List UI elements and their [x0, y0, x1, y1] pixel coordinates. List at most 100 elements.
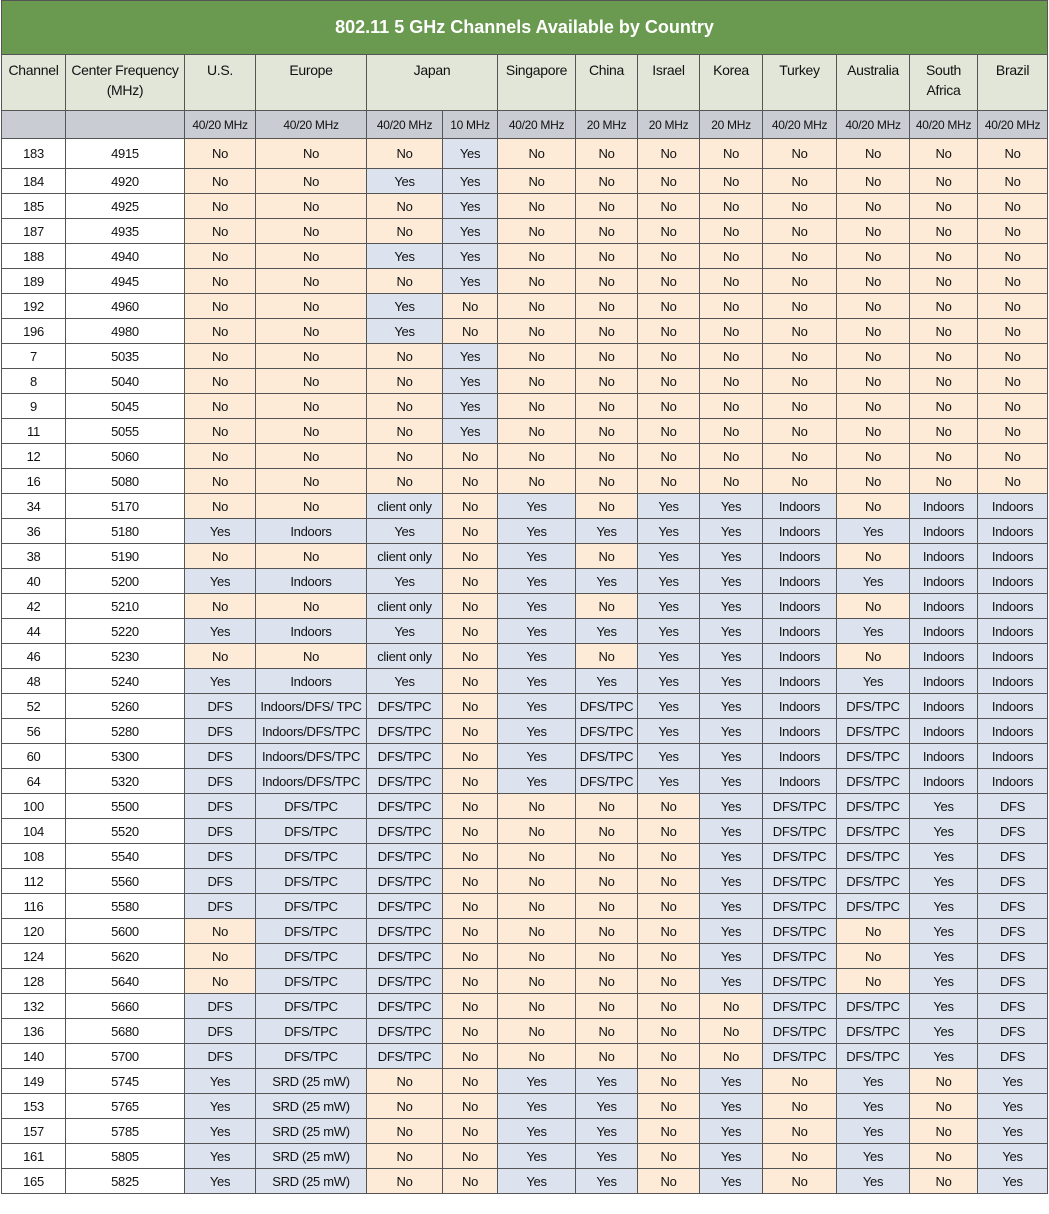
availability-cell: No [442, 843, 498, 869]
table-row: 100 5500 DFS DFS/TPC DFS/TPC No No No No Yes DFS/T… [1, 793, 1049, 819]
availability-cell: No [976, 193, 1049, 219]
availability-cell: No [255, 193, 367, 219]
availability-cell: No [637, 218, 700, 244]
availability-cell: Yes [699, 968, 763, 994]
availability-cell: No [637, 1093, 700, 1119]
availability-cell: No [836, 593, 910, 619]
availability-cell: No [976, 468, 1049, 494]
availability-cell: Yes [836, 1143, 910, 1169]
table-title: 802.11 5 GHz Channels Available by Count… [0, 0, 1049, 55]
availability-cell: No [976, 268, 1049, 294]
table-row: 140 5700 DFS DFS/TPC DFS/TPC No No No No No DFS/TP… [1, 1043, 1049, 1069]
frequency-cell: 5040 [65, 368, 185, 394]
availability-cell: Yes [836, 1118, 910, 1144]
availability-cell: No [637, 793, 700, 819]
availability-cell: No [836, 493, 910, 519]
availability-cell: Indoors/DFS/TPC [255, 743, 367, 769]
availability-cell: Yes [699, 868, 763, 894]
availability-cell: Yes [366, 568, 443, 594]
availability-cell: No [497, 443, 576, 469]
availability-cell: Yes [699, 768, 763, 794]
channel-cell: 116 [1, 893, 66, 919]
availability-cell: No [909, 1093, 978, 1119]
availability-cell: DFS/TPC [255, 968, 367, 994]
availability-cell: DFS/TPC [366, 918, 443, 944]
availability-cell: Yes [909, 793, 978, 819]
availability-cell: No [442, 918, 498, 944]
availability-cell: No [366, 138, 443, 169]
availability-cell: Yes [575, 1093, 638, 1119]
availability-cell: No [699, 318, 763, 344]
table-row: 9 5045 No No No Yes No No No No No No No No [1, 393, 1049, 419]
availability-cell: DFS/TPC [255, 793, 367, 819]
availability-cell: Yes [699, 718, 763, 744]
availability-cell: No [255, 243, 367, 269]
availability-cell: No [442, 543, 498, 569]
availability-cell: No [184, 138, 256, 169]
availability-cell: Yes [184, 1093, 256, 1119]
channel-cell: 44 [1, 618, 66, 644]
availability-cell: No [976, 418, 1049, 444]
availability-cell: Yes [909, 993, 978, 1019]
availability-cell: Yes [184, 1168, 256, 1194]
availability-cell: No [366, 1093, 443, 1119]
availability-cell: Yes [699, 943, 763, 969]
availability-cell: No [255, 493, 367, 519]
channel-cell: 11 [1, 418, 66, 444]
availability-cell: DFS [976, 793, 1049, 819]
availability-cell: DFS [976, 843, 1049, 869]
availability-cell: No [255, 318, 367, 344]
availability-cell: No [442, 668, 498, 694]
availability-cell: DFS [184, 993, 256, 1019]
table-row: 184 4920 No No Yes Yes No No No No No No No No [1, 168, 1049, 194]
availability-cell: Yes [184, 1118, 256, 1144]
availability-cell: DFS/TPC [366, 993, 443, 1019]
availability-cell: Yes [184, 518, 256, 544]
availability-cell: No [497, 343, 576, 369]
availability-cell: No [442, 593, 498, 619]
channel-cell: 183 [1, 138, 66, 169]
availability-cell: Yes [699, 818, 763, 844]
availability-cell: DFS [976, 1018, 1049, 1044]
frequency-cell: 5240 [65, 668, 185, 694]
availability-cell: Yes [442, 268, 498, 294]
frequency-cell: 5210 [65, 593, 185, 619]
availability-cell: Yes [836, 1068, 910, 1094]
availability-cell: No [699, 368, 763, 394]
availability-cell: No [762, 468, 837, 494]
availability-cell: Yes [497, 543, 576, 569]
availability-cell: No [255, 418, 367, 444]
availability-cell: DFS [184, 1043, 256, 1069]
table-row: 189 4945 No No No Yes No No No No No No No No [1, 268, 1049, 294]
table-row: 136 5680 DFS DFS/TPC DFS/TPC No No No No No DFS/TP… [1, 1018, 1049, 1044]
availability-cell: Yes [575, 568, 638, 594]
availability-cell: No [909, 193, 978, 219]
header-row: Channel Center Frequency (MHz) U.S. Europe J… [1, 54, 1049, 111]
availability-cell: Yes [637, 668, 700, 694]
table-row: 157 5785 Yes SRD (25 mW) No No Yes Yes No Yes No Ye… [1, 1118, 1049, 1144]
availability-cell: Yes [637, 718, 700, 744]
availability-cell: No [637, 1143, 700, 1169]
availability-cell: Indoors [976, 543, 1049, 569]
availability-cell: Yes [442, 138, 498, 169]
availability-cell: Yes [497, 1068, 576, 1094]
channel-cell: 36 [1, 518, 66, 544]
availability-cell: No [184, 543, 256, 569]
table-row: 187 4935 No No No Yes No No No No No No No No [1, 218, 1049, 244]
availability-cell: DFS/TPC [366, 1018, 443, 1044]
frequency-cell: 4925 [65, 193, 185, 219]
availability-cell: No [442, 868, 498, 894]
availability-cell: No [699, 218, 763, 244]
availability-cell: Indoors [976, 718, 1049, 744]
channel-cell: 40 [1, 568, 66, 594]
availability-cell: No [497, 418, 576, 444]
availability-cell: No [442, 1118, 498, 1144]
table-row: 46 5230 No No client only No Yes No Yes Yes Indoor… [1, 643, 1049, 669]
availability-cell: Indoors [762, 768, 837, 794]
availability-cell: Yes [909, 1018, 978, 1044]
availability-cell: Yes [699, 743, 763, 769]
availability-cell: No [497, 843, 576, 869]
availability-cell: No [184, 443, 256, 469]
availability-cell: Indoors [909, 518, 978, 544]
channel-cell: 9 [1, 393, 66, 419]
